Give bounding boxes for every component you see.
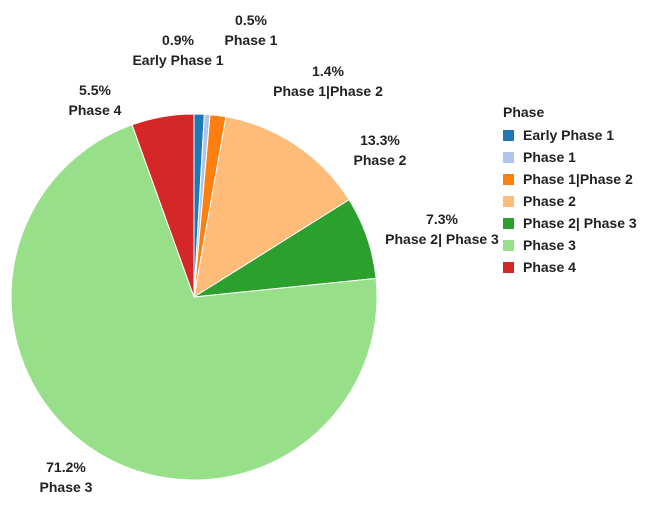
- slice-name-label: Phase 3: [40, 479, 93, 495]
- legend: Phase Early Phase 1 Phase 1 Phase 1|Phase …: [503, 104, 637, 278]
- legend-swatch: [503, 217, 514, 229]
- legend-item: Phase 2| Phase 3: [503, 212, 637, 234]
- legend-label: Early Phase 1: [523, 127, 615, 143]
- legend-swatch: [503, 151, 514, 163]
- slice-percent-label: 5.5%: [79, 82, 111, 98]
- legend-item: Phase 1: [503, 146, 637, 168]
- slice-name-label: Early Phase 1: [132, 52, 223, 68]
- slice-name-label: Phase 2| Phase 3: [385, 231, 499, 247]
- legend-swatch: [503, 261, 514, 273]
- legend-label: Phase 1: [523, 149, 576, 165]
- pie-slice-phase-2: [193, 116, 350, 299]
- legend-items: Early Phase 1 Phase 1 Phase 1|Phase 2 Phase…: [503, 124, 637, 278]
- legend-item: Phase 1|Phase 2: [503, 168, 637, 190]
- legend-item: Phase 4: [503, 256, 637, 278]
- slice-percent-label: 13.3%: [360, 132, 400, 148]
- slice-name-label: Phase 4: [69, 102, 122, 118]
- slice-percent-label: 0.9%: [162, 32, 194, 48]
- legend-item: Early Phase 1: [503, 124, 637, 146]
- legend-item: Phase 3: [503, 234, 637, 256]
- legend-swatch: [503, 173, 514, 185]
- legend-title: Phase: [503, 104, 545, 120]
- legend-item: Phase 2: [503, 190, 637, 212]
- legend-label: Phase 2| Phase 3: [523, 215, 637, 231]
- legend-label: Phase 2: [523, 193, 576, 209]
- slice-percent-label: 71.2%: [46, 459, 86, 475]
- slice-name-label: Phase 1: [225, 32, 278, 48]
- pie-slice-phase-4: [131, 113, 195, 298]
- legend-swatch: [503, 195, 514, 207]
- slice-percent-label: 1.4%: [312, 63, 344, 79]
- legend-swatch: [503, 129, 514, 141]
- slice-percent-label: 0.5%: [235, 12, 267, 28]
- legend-label: Phase 1|Phase 2: [523, 171, 633, 187]
- slice-percent-label: 7.3%: [426, 211, 458, 227]
- legend-swatch: [503, 239, 514, 251]
- slice-name-label: Phase 1|Phase 2: [273, 83, 383, 99]
- legend-label: Phase 4: [523, 259, 576, 275]
- slice-name-label: Phase 2: [354, 152, 407, 168]
- legend-label: Phase 3: [523, 237, 576, 253]
- pie-slice-phase-3: [10, 124, 378, 481]
